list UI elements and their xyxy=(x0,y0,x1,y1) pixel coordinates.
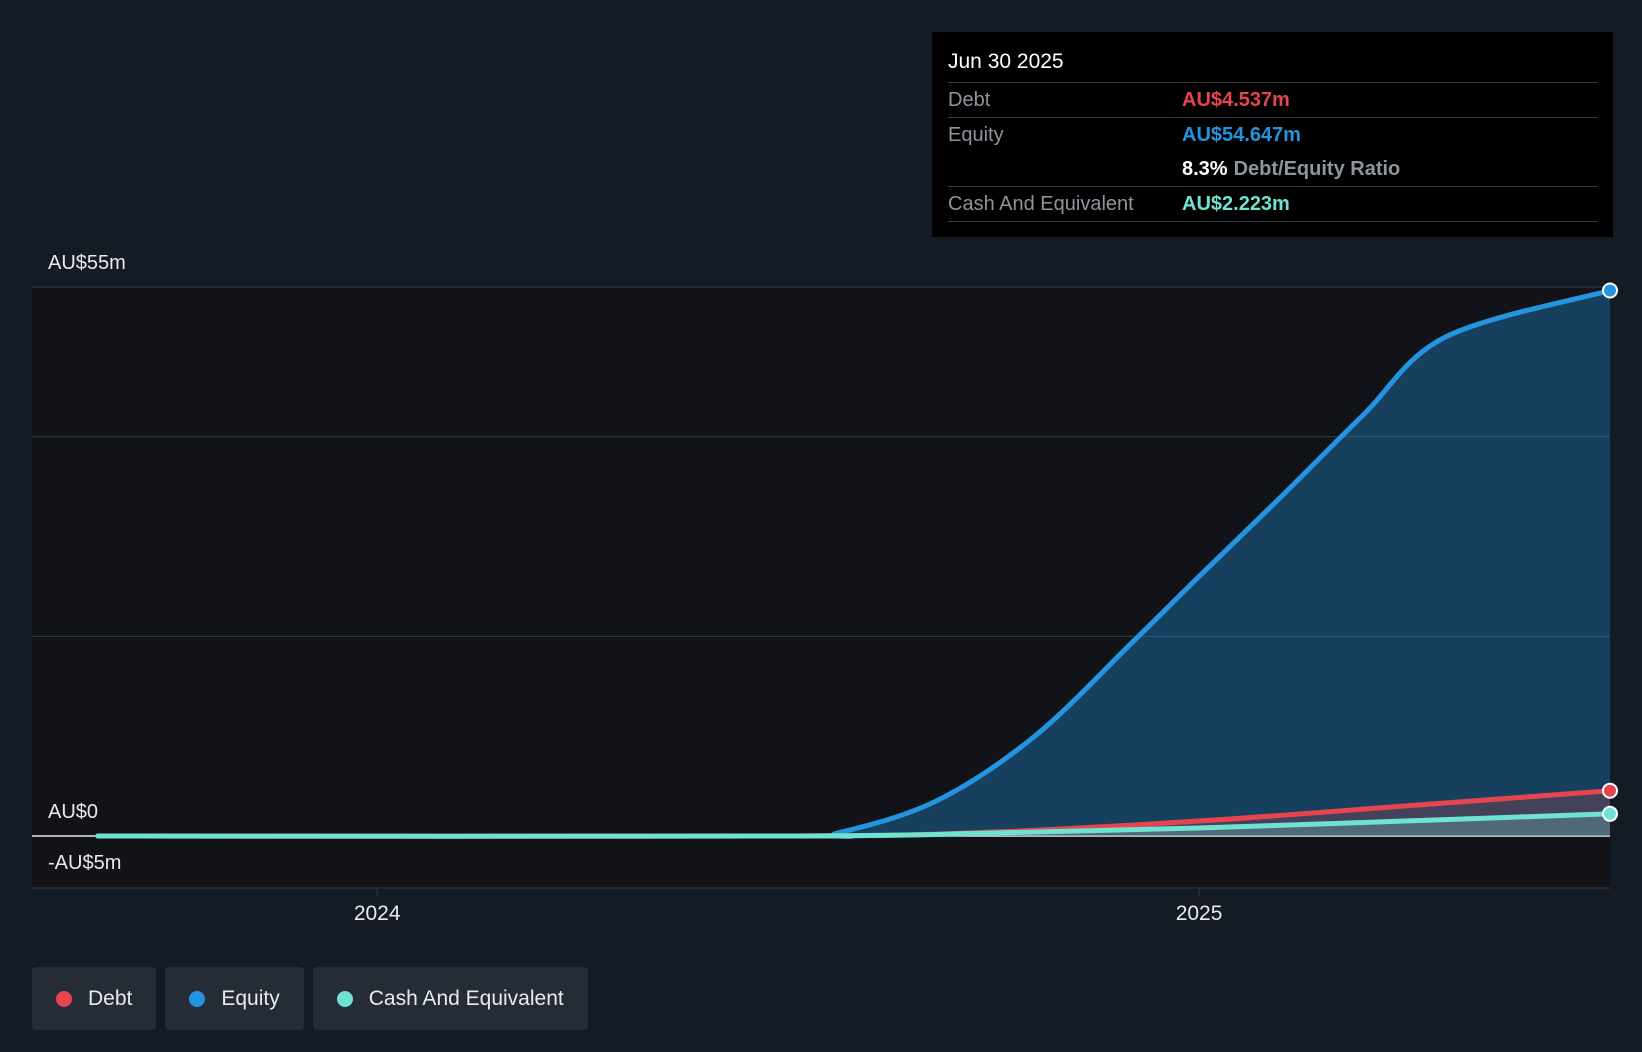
x-tick-label-2025: 2025 xyxy=(1176,902,1223,925)
y-tick-label-55: AU$55m xyxy=(48,252,126,274)
tooltip-ratio-label: Debt/Equity Ratio xyxy=(1233,158,1401,180)
cash-dot-icon xyxy=(336,990,353,1007)
legend-debt-label: Debt xyxy=(88,986,133,1010)
tooltip-debt-value: AU$4.537m xyxy=(1182,89,1290,111)
series-lines xyxy=(95,288,1613,839)
y-tick-label--5: -AU$5m xyxy=(48,852,121,874)
x-axis-labels: 2024 2025 xyxy=(354,888,1223,925)
y-tick-label-0: AU$0 xyxy=(48,801,98,823)
tooltip: Jun 30 2025 Debt AU$4.537m Equity AU$54.… xyxy=(932,32,1613,237)
tooltip-debt-row: Debt AU$4.537m xyxy=(948,83,1597,118)
legend-equity-label: Equity xyxy=(221,986,280,1010)
equity-dot-icon xyxy=(189,990,206,1007)
end-marker-debt xyxy=(1602,782,1618,799)
tooltip-cash-value: AU$2.223m xyxy=(1182,193,1290,215)
end-marker-cash-and-equivalent xyxy=(1602,805,1618,822)
tooltip-ratio-value: 8.3% xyxy=(1182,158,1228,180)
legend-item-cash[interactable]: Cash And Equivalent xyxy=(312,967,588,1030)
area-equity xyxy=(97,290,1610,837)
tooltip-equity-row: Equity AU$54.647m xyxy=(948,118,1597,152)
tooltip-date: Jun 30 2025 xyxy=(948,32,1597,83)
tooltip-equity-value: AU$54.647m xyxy=(1182,124,1301,146)
end-marker-equity xyxy=(1602,282,1618,299)
series-end-markers xyxy=(1602,282,1618,822)
y-axis-labels: AU$55m AU$0 -AU$5m xyxy=(48,252,126,874)
line-cash-and-equivalent xyxy=(95,811,1613,839)
tooltip-cash-row: Cash And Equivalent AU$2.223m xyxy=(948,187,1597,222)
tooltip-equity-label: Equity xyxy=(948,124,1004,146)
legend-cash-label: Cash And Equivalent xyxy=(368,986,564,1010)
area-cash-and-equivalent xyxy=(97,813,1610,837)
tooltip-debt-label: Debt xyxy=(948,89,991,111)
legend-item-equity[interactable]: Equity xyxy=(165,967,304,1030)
tooltip-ratio-row: 8.3% Debt/Equity Ratio xyxy=(948,152,1597,187)
x-tick-label-2024: 2024 xyxy=(354,902,401,925)
debt-dot-icon xyxy=(56,990,72,1007)
plot-background xyxy=(32,287,1610,888)
legend-item-debt[interactable]: Debt xyxy=(32,967,157,1030)
legend: Debt Equity Cash And Equivalent xyxy=(32,967,588,1030)
tooltip-cash-label: Cash And Equivalent xyxy=(948,193,1134,215)
